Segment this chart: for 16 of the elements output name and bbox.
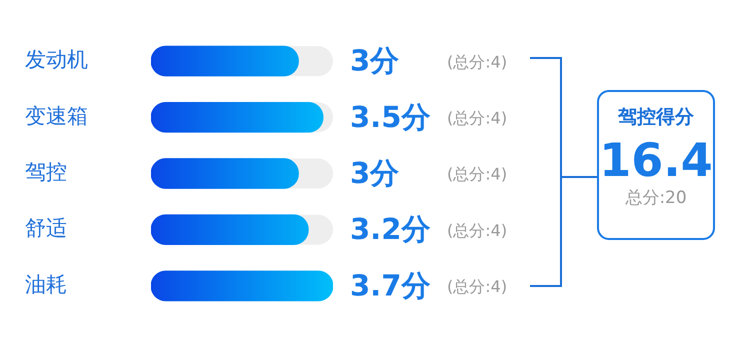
text: (总分:4)	[447, 108, 508, 128]
data-label: 3.5分	[350, 100, 432, 134]
data-label: 3分	[350, 156, 400, 190]
data-label: 3.7分	[350, 268, 432, 302]
text: (总分:4)	[447, 220, 508, 240]
text: (总分:4)	[447, 164, 508, 184]
data-label: 3.2分	[350, 212, 432, 246]
text: (总分:4)	[447, 277, 508, 296]
y-tick-label: 驾控	[25, 160, 67, 184]
y-tick-label: 发动机	[25, 48, 88, 72]
y-tick-label: 变速箱	[25, 104, 88, 128]
text: (总分:4)	[447, 52, 508, 72]
y-tick-label: 油耗	[25, 272, 67, 296]
score-box: 驾控得分 16.4 总分:20	[597, 90, 715, 240]
data-label: 3分	[350, 44, 400, 78]
y-tick-label: 舒适	[25, 216, 67, 240]
